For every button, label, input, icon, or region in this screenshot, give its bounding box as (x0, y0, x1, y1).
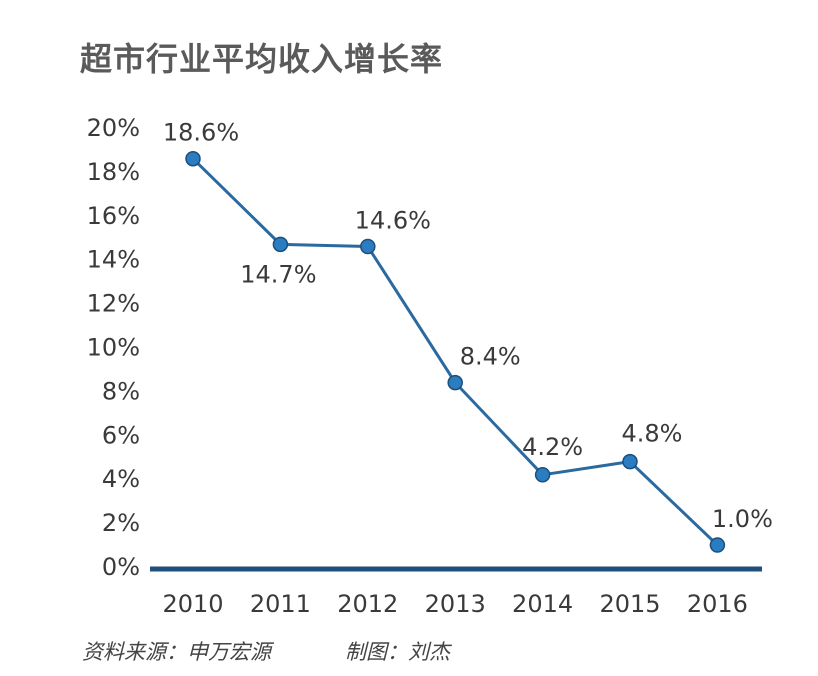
credit-note: 制图：刘杰 (345, 640, 450, 664)
y-tick-label: 10% (87, 334, 140, 362)
data-label: 4.8% (622, 420, 683, 448)
y-tick-label: 2% (102, 509, 140, 537)
y-tick-label: 16% (87, 202, 140, 230)
source-note: 资料来源：申万宏源 (82, 640, 271, 664)
data-label: 14.6% (355, 207, 431, 235)
data-label: 4.2% (522, 433, 583, 461)
x-tick-label: 2010 (162, 590, 223, 618)
data-label: 1.0% (712, 505, 773, 533)
y-tick-label: 14% (87, 246, 140, 274)
x-tick-label: 2012 (337, 590, 398, 618)
chart-title: 超市行业平均收入增长率 (80, 40, 444, 78)
data-point (360, 238, 376, 255)
x-tick-label: 2011 (250, 590, 311, 618)
x-axis-ticks: 2010 2011 2012 2013 2014 2015 2016 (162, 590, 747, 618)
y-tick-label: 8% (102, 377, 140, 405)
x-tick-label: 2016 (687, 590, 748, 618)
data-point (709, 537, 726, 553)
y-tick-label: 4% (102, 465, 140, 493)
data-point (622, 453, 638, 470)
y-tick-label: 0% (102, 553, 140, 581)
x-tick-label: 2015 (599, 590, 660, 618)
data-label: 18.6% (163, 119, 239, 147)
series-line (191, 157, 719, 547)
data-label: 8.4% (460, 343, 521, 371)
data-label: 14.7% (240, 260, 316, 288)
y-tick-label: 6% (102, 421, 140, 449)
data-points (185, 150, 726, 553)
data-point (272, 236, 289, 253)
x-tick-label: 2013 (425, 590, 486, 618)
x-tick-label: 2014 (512, 590, 573, 618)
y-tick-label: 18% (87, 158, 140, 186)
data-labels: 18.6% 14.7% 14.6% 8.4% 4.2% 4.8% 1.0% (163, 119, 773, 533)
y-tick-label: 20% (87, 114, 140, 142)
y-tick-label: 12% (87, 290, 140, 318)
y-axis-ticks: 0% 2% 4% 6% 8% 10% 12% 14% 16% 18% 20% (87, 114, 140, 581)
data-point (534, 467, 551, 483)
data-point (447, 374, 463, 391)
data-point (185, 150, 201, 167)
